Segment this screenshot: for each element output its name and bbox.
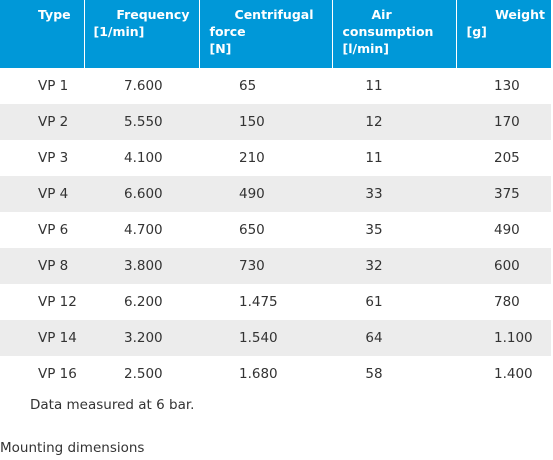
header-line: [g]: [466, 24, 487, 39]
cell-air: 58: [365, 366, 383, 382]
cell-type: VP 12: [38, 294, 77, 310]
table-header-row: Type Frequency [1/min] Centrifugal force…: [0, 0, 551, 68]
cell-force: 1.680: [239, 366, 278, 382]
table-row: VP 1 7.600 65 11 130: [0, 68, 551, 104]
cell-weight: 600: [456, 248, 551, 284]
cell-force: 1.540: [199, 320, 332, 356]
cell-weight: 375: [456, 176, 551, 212]
cell-type: VP 6: [38, 222, 69, 238]
specs-table: Type Frequency [1/min] Centrifugal force…: [0, 0, 551, 392]
cell-force: 650: [239, 222, 265, 238]
header-line: Air: [371, 7, 392, 22]
table-row: VP 6 4.700 650 35 490: [0, 212, 551, 248]
table-row: VP 14 3.200 1.540 64 1.100: [0, 320, 551, 356]
header-line: consumption: [342, 24, 434, 39]
table-footnote: Data measured at 6 bar.: [30, 397, 195, 413]
cell-frequency: 4.700: [124, 222, 163, 238]
header-type: Type: [0, 0, 85, 68]
cell-type: VP 3: [38, 150, 69, 166]
cell-frequency: 6.200: [124, 294, 163, 310]
header-line: force: [209, 24, 246, 39]
header-line: [l/min]: [342, 41, 389, 56]
table-row: VP 12 6.200 1.475 61 780: [0, 284, 551, 320]
cell-weight: 780: [494, 294, 520, 310]
cell-frequency: 2.500: [124, 366, 163, 382]
cell-frequency: 7.600: [124, 78, 163, 94]
section-heading: Mounting dimensions: [0, 440, 145, 456]
cell-force: 150: [199, 104, 332, 140]
cell-air: 11: [365, 150, 383, 166]
cell-frequency: 3.800: [84, 248, 199, 284]
cell-frequency: 4.100: [124, 150, 163, 166]
table-row: VP 2 5.550 150 12 170: [0, 104, 551, 140]
cell-force: 730: [199, 248, 332, 284]
header-line: Centrifugal: [234, 7, 314, 22]
table-row: VP 16 2.500 1.680 58 1.400: [0, 356, 551, 392]
header-line: Frequency: [116, 7, 190, 22]
cell-force: 65: [239, 78, 257, 94]
header-air-consumption: Air consumption [l/min]: [332, 0, 457, 68]
table-row: VP 3 4.100 210 11 205: [0, 140, 551, 176]
cell-type: VP 2: [0, 104, 84, 140]
cell-type: VP 14: [0, 320, 84, 356]
cell-weight: 130: [494, 78, 520, 94]
cell-type: VP 16: [38, 366, 77, 382]
header-line: Type: [38, 7, 71, 22]
cell-weight: 1.400: [494, 366, 533, 382]
cell-weight: 205: [494, 150, 520, 166]
header-line: [1/min]: [93, 24, 145, 39]
cell-air: 64: [332, 320, 456, 356]
header-line: [N]: [209, 41, 232, 56]
table-row: VP 4 6.600 490 33 375: [0, 176, 551, 212]
header-weight: Weight [g]: [456, 0, 551, 68]
cell-force: 210: [239, 150, 265, 166]
cell-air: 35: [365, 222, 383, 238]
cell-air: 32: [332, 248, 456, 284]
cell-type: VP 8: [0, 248, 84, 284]
cell-frequency: 6.600: [84, 176, 199, 212]
cell-frequency: 5.550: [84, 104, 199, 140]
cell-force: 1.475: [239, 294, 278, 310]
cell-weight: 490: [494, 222, 520, 238]
cell-type: VP 1: [38, 78, 69, 94]
cell-air: 12: [332, 104, 456, 140]
header-centrifugal-force: Centrifugal force [N]: [199, 0, 333, 68]
cell-air: 11: [365, 78, 383, 94]
cell-type: VP 4: [0, 176, 84, 212]
cell-frequency: 3.200: [84, 320, 199, 356]
cell-weight: 170: [456, 104, 551, 140]
header-frequency: Frequency [1/min]: [84, 0, 200, 68]
cell-air: 61: [365, 294, 383, 310]
cell-weight: 1.100: [456, 320, 551, 356]
cell-air: 33: [332, 176, 456, 212]
header-line: Weight: [495, 7, 545, 22]
table-row: VP 8 3.800 730 32 600: [0, 248, 551, 284]
cell-force: 490: [199, 176, 332, 212]
